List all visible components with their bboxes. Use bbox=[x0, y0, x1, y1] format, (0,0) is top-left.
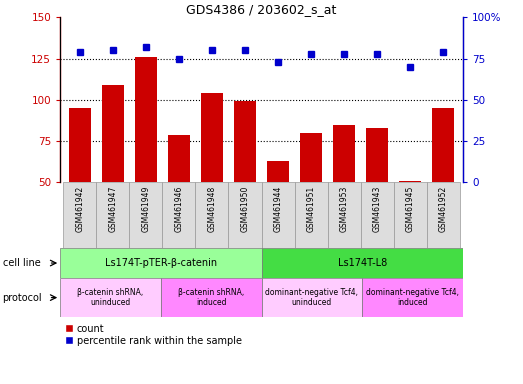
Text: Ls174T-pTER-β-catenin: Ls174T-pTER-β-catenin bbox=[105, 258, 217, 268]
Text: dominant-negative Tcf4,
induced: dominant-negative Tcf4, induced bbox=[366, 288, 459, 307]
Bar bbox=[433, 108, 454, 265]
Text: Ls174T-L8: Ls174T-L8 bbox=[337, 258, 387, 268]
Bar bbox=[196, 182, 229, 248]
Bar bbox=[400, 181, 421, 265]
Text: cell line: cell line bbox=[3, 258, 40, 268]
Bar bbox=[427, 182, 460, 248]
Text: dominant-negative Tcf4,
uninduced: dominant-negative Tcf4, uninduced bbox=[265, 288, 358, 307]
Bar bbox=[262, 248, 463, 278]
Bar bbox=[262, 278, 362, 317]
Legend: count, percentile rank within the sample: count, percentile rank within the sample bbox=[65, 324, 242, 346]
Bar bbox=[130, 182, 163, 248]
Bar bbox=[168, 134, 190, 265]
Bar bbox=[360, 182, 393, 248]
Bar bbox=[102, 85, 123, 265]
Bar bbox=[60, 248, 262, 278]
Text: GSM461946: GSM461946 bbox=[175, 186, 184, 232]
Bar bbox=[362, 278, 463, 317]
Text: β-catenin shRNA,
induced: β-catenin shRNA, induced bbox=[178, 288, 244, 307]
Text: GSM461947: GSM461947 bbox=[108, 186, 118, 232]
Text: GSM461944: GSM461944 bbox=[274, 186, 282, 232]
Bar bbox=[234, 101, 256, 265]
Bar bbox=[262, 182, 294, 248]
Text: GSM461942: GSM461942 bbox=[75, 186, 84, 232]
Text: GSM461950: GSM461950 bbox=[241, 186, 249, 232]
Text: GSM461949: GSM461949 bbox=[141, 186, 151, 232]
Bar bbox=[229, 182, 262, 248]
Text: protocol: protocol bbox=[3, 293, 42, 303]
Bar bbox=[300, 133, 322, 265]
Title: GDS4386 / 203602_s_at: GDS4386 / 203602_s_at bbox=[186, 3, 337, 16]
Bar bbox=[163, 182, 196, 248]
Bar bbox=[267, 161, 289, 265]
Bar bbox=[60, 278, 161, 317]
Text: GSM461943: GSM461943 bbox=[372, 186, 382, 232]
Bar bbox=[63, 182, 96, 248]
Text: GSM461952: GSM461952 bbox=[439, 186, 448, 232]
Bar bbox=[393, 182, 427, 248]
Bar bbox=[333, 124, 355, 265]
Bar bbox=[69, 108, 90, 265]
Text: GSM461951: GSM461951 bbox=[306, 186, 315, 232]
Bar bbox=[135, 57, 157, 265]
Bar bbox=[201, 93, 223, 265]
Text: GSM461953: GSM461953 bbox=[339, 186, 348, 232]
Bar bbox=[366, 128, 388, 265]
Text: β-catenin shRNA,
uninduced: β-catenin shRNA, uninduced bbox=[77, 288, 144, 307]
Bar bbox=[294, 182, 327, 248]
Bar bbox=[327, 182, 360, 248]
Text: GSM461948: GSM461948 bbox=[208, 186, 217, 232]
Bar bbox=[161, 278, 262, 317]
Text: GSM461945: GSM461945 bbox=[405, 186, 415, 232]
Bar bbox=[96, 182, 130, 248]
